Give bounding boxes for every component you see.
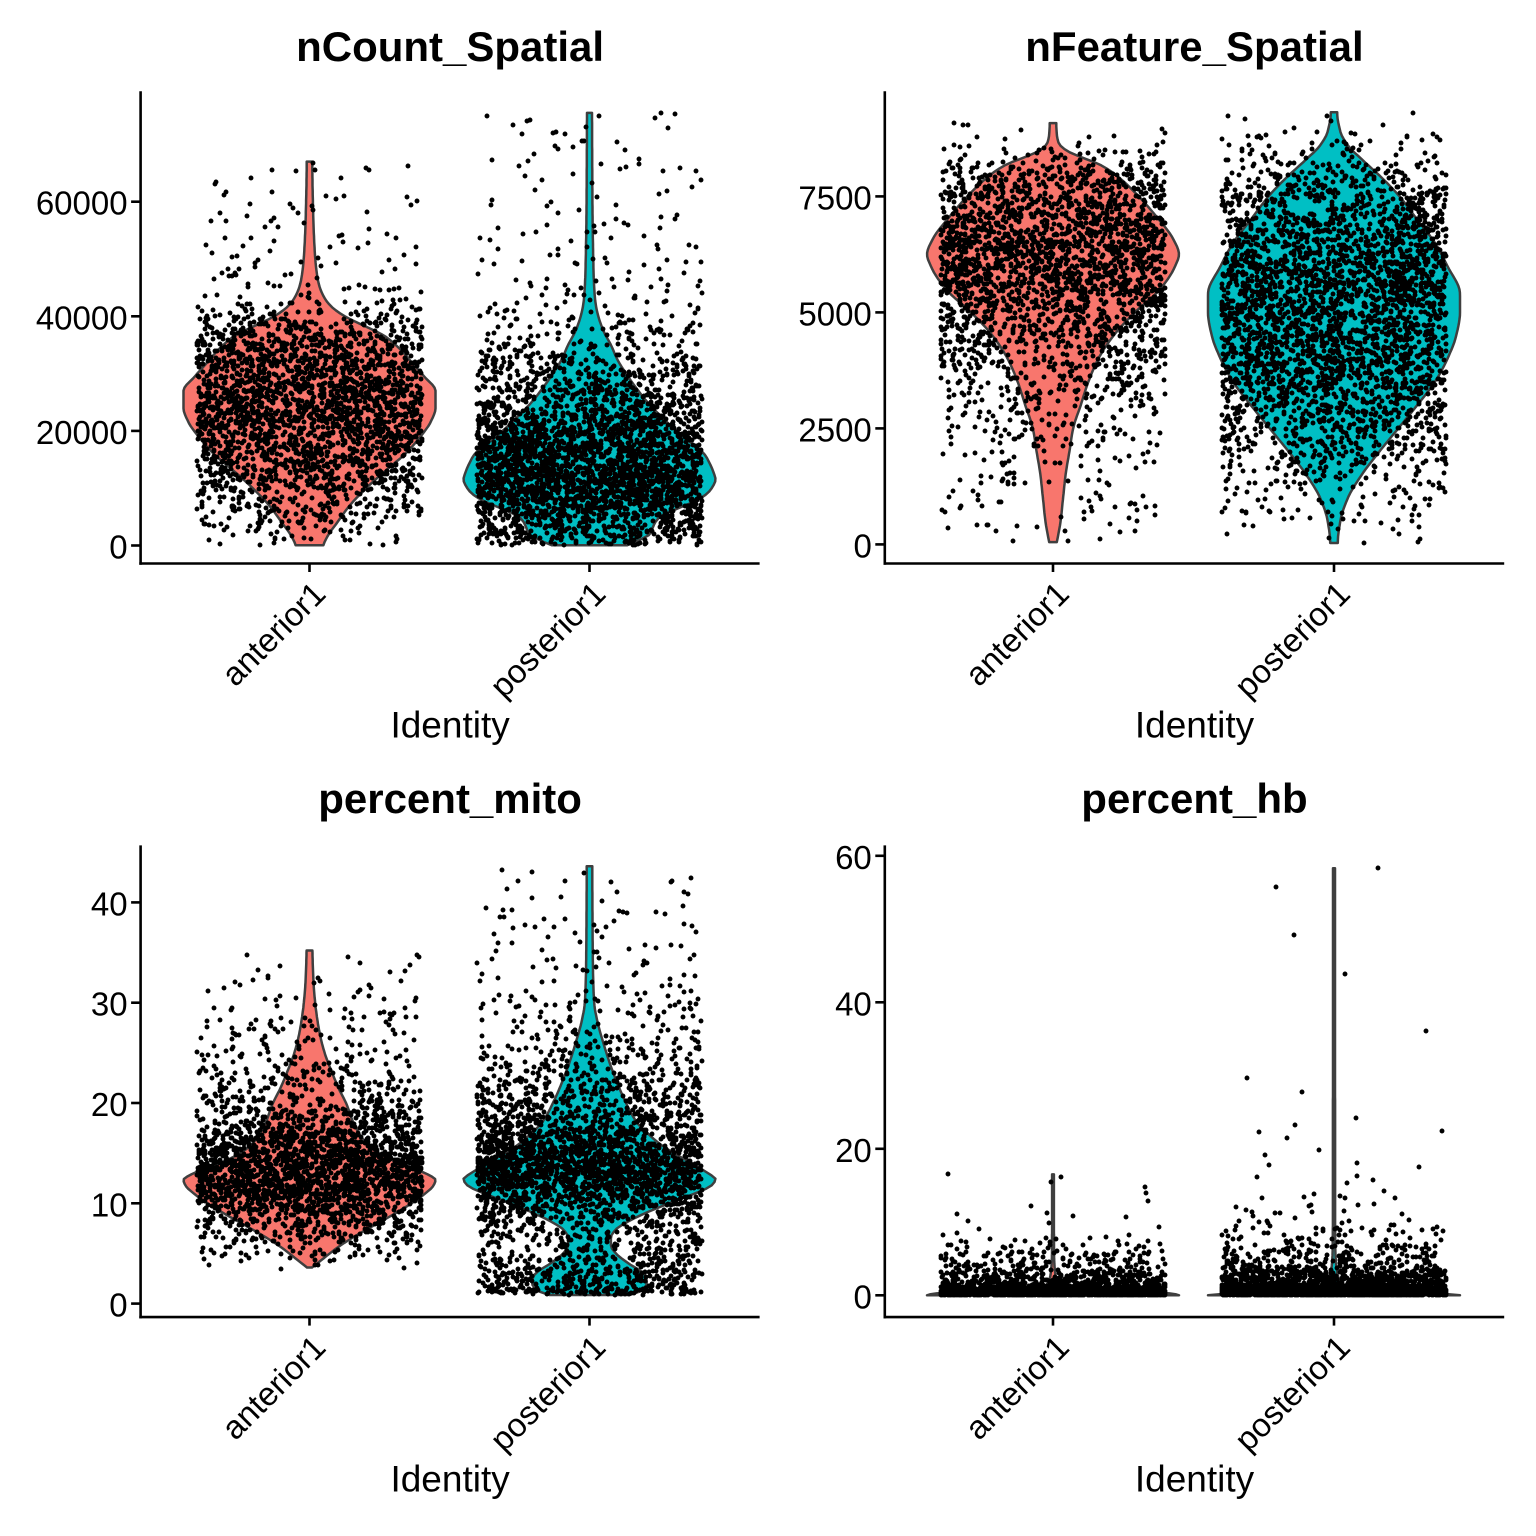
svg-text:60000: 60000 bbox=[36, 185, 128, 222]
svg-text:7500: 7500 bbox=[798, 179, 871, 216]
svg-text:20000: 20000 bbox=[36, 414, 128, 451]
svg-text:40: 40 bbox=[835, 985, 872, 1022]
svg-text:Identity: Identity bbox=[390, 1458, 510, 1499]
svg-text:Identity: Identity bbox=[1135, 705, 1255, 746]
svg-text:40: 40 bbox=[91, 885, 128, 922]
svg-text:5000: 5000 bbox=[798, 295, 871, 332]
svg-text:20: 20 bbox=[835, 1132, 872, 1169]
svg-text:nFeature_Spatial: nFeature_Spatial bbox=[1025, 23, 1363, 70]
svg-text:30: 30 bbox=[91, 986, 128, 1023]
svg-text:20: 20 bbox=[91, 1086, 128, 1123]
svg-text:10: 10 bbox=[91, 1186, 128, 1223]
svg-text:0: 0 bbox=[853, 1278, 871, 1315]
svg-text:percent_mito: percent_mito bbox=[318, 775, 582, 822]
svg-text:2500: 2500 bbox=[798, 411, 871, 448]
svg-text:40000: 40000 bbox=[36, 299, 128, 336]
svg-text:percent_hb: percent_hb bbox=[1081, 775, 1307, 822]
svg-text:Identity: Identity bbox=[1135, 1458, 1255, 1499]
svg-text:0: 0 bbox=[109, 529, 127, 566]
svg-text:0: 0 bbox=[109, 1287, 127, 1324]
svg-text:60: 60 bbox=[835, 839, 872, 876]
svg-text:nCount_Spatial: nCount_Spatial bbox=[296, 23, 604, 70]
svg-text:0: 0 bbox=[853, 527, 871, 564]
svg-text:Identity: Identity bbox=[390, 705, 510, 746]
